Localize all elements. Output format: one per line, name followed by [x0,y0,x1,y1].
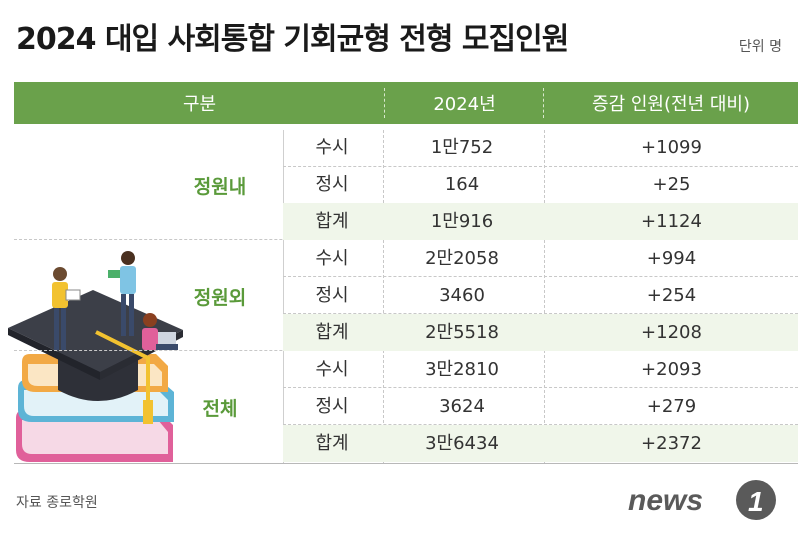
row-type: 수시 [315,359,349,380]
row-change: +25 [652,174,691,195]
row-change: +279 [646,396,697,417]
row-change: +994 [646,248,697,269]
group-label: 정원외 [193,287,247,309]
header-change-label: 증감 인원(전년 대비) [592,94,750,115]
row-change: +1099 [641,137,702,158]
row-value: 164 [444,174,480,195]
column-divider [544,130,545,463]
row-value: 3460 [439,285,485,306]
table-row: 정시 164 +25 [283,166,798,203]
header-divider [384,88,385,118]
row-divider [283,166,798,167]
row-type: 정시 [315,396,349,417]
table-row-total: 합계 3만6434 +2372 [283,425,798,462]
row-change: +2372 [641,433,702,454]
table-row-total: 합계 1만916 +1124 [283,203,798,240]
row-value: 2만5518 [425,322,499,343]
row-type: 정시 [315,285,349,306]
column-divider [283,130,284,463]
row-type: 수시 [315,248,349,269]
row-value: 1만752 [430,137,494,158]
row-value: 3만6434 [425,433,499,454]
table-row: 수시 2만2058 +994 [283,240,798,277]
header-divider [543,88,544,118]
row-change: +254 [646,285,697,306]
row-change: +2093 [641,359,702,380]
row-type: 합계 [315,211,349,232]
table-bottom-border [14,463,798,464]
column-divider [383,130,384,463]
table-row-total: 합계 2만5518 +1208 [283,314,798,351]
svg-text:1: 1 [748,486,764,517]
row-value: 3624 [439,396,485,417]
header-col-change: 증감 인원(전년 대비) [544,82,798,124]
row-value: 2만2058 [425,248,499,269]
row-divider [283,424,798,425]
row-type: 정시 [315,174,349,195]
row-value: 3만2810 [425,359,499,380]
header-year-label: 2024년 [433,94,496,115]
header-col-category: 구분 [14,82,385,124]
row-value: 1만916 [430,211,494,232]
row-type: 합계 [315,322,349,343]
table-row: 정시 3624 +279 [283,388,798,425]
row-divider [283,387,798,388]
page-title: 2024 대입 사회통합 기회균형 전형 모집인원 [16,22,569,57]
row-change: +1124 [641,211,702,232]
row-divider [283,276,798,277]
group-label: 정원내 [193,176,247,198]
graduation-illustration-icon [8,251,183,462]
table-row: 정시 3460 +254 [283,277,798,314]
row-change: +1208 [641,322,702,343]
news1-logo-icon: news 1 [628,480,776,520]
unit-label: 단위 명 [738,39,782,55]
row-type: 수시 [315,137,349,158]
table-row: 수시 3만2810 +2093 [283,351,798,388]
table-row: 수시 1만752 +1099 [283,129,798,166]
row-type: 합계 [315,433,349,454]
header-category-label: 구분 [182,94,217,115]
header-col-year: 2024년 [385,82,544,124]
source-label: 자료 종로학원 [16,495,98,511]
svg-text:news: news [628,484,703,517]
row-divider [283,313,798,314]
group-label: 전체 [202,398,238,420]
